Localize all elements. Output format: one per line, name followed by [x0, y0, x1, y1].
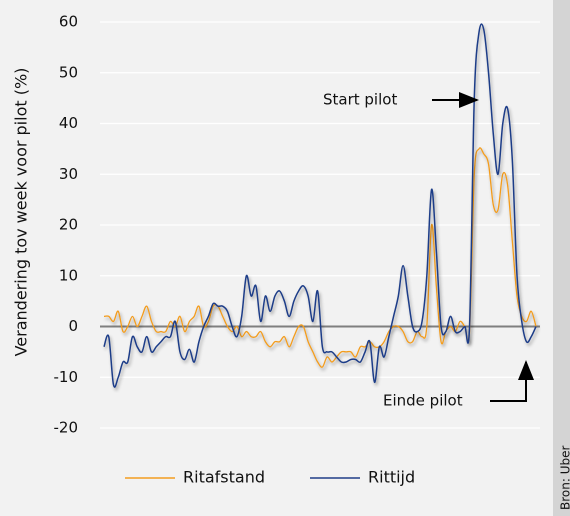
legend-label: Ritafstand	[183, 468, 265, 487]
y-tick-label: 0	[68, 317, 78, 335]
y-tick-label: 60	[59, 13, 78, 31]
y-axis-label: Verandering tov week voor pilot (%)	[12, 68, 31, 357]
source-strip	[553, 0, 570, 516]
y-tick-label: -20	[54, 419, 79, 437]
annotation-arrow	[490, 360, 534, 402]
y-tick-label: 40	[59, 114, 78, 132]
y-tick-label: 50	[59, 63, 78, 81]
annotation: Einde pilot	[383, 392, 463, 410]
legend-label: Rittijd	[368, 468, 415, 487]
annotation: Start pilot	[323, 91, 397, 109]
y-tick-label: -10	[54, 368, 79, 386]
y-tick-label: 20	[59, 216, 78, 234]
series-line	[103, 23, 537, 388]
y-tick-label: 30	[59, 165, 78, 183]
y-tick-label: 10	[59, 266, 78, 284]
source: Bron: Uber	[559, 446, 570, 510]
